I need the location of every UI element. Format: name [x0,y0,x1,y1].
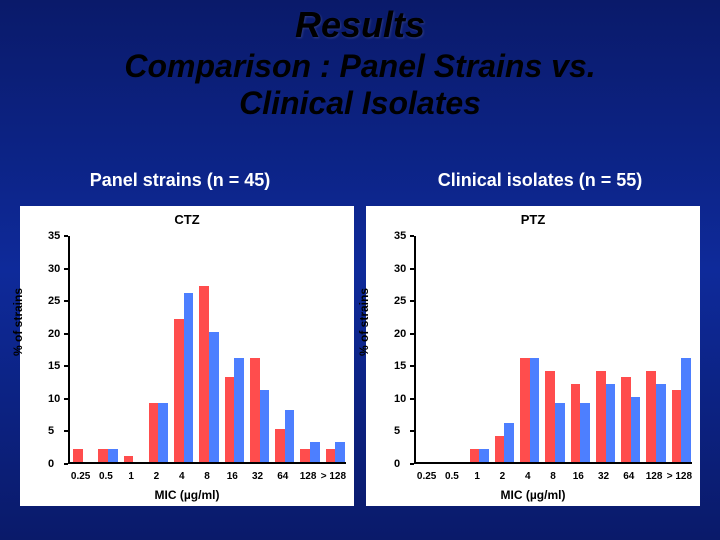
bar [504,423,514,462]
bar [108,449,118,462]
ptz-xlabel: MIC (µg/ml) [366,488,700,502]
xtick-label: 16 [573,471,584,482]
ptz-chart-title: PTZ [366,206,700,227]
bar [199,286,209,462]
xtick-label: 2 [500,471,506,482]
ptz-ylabel: % of strains [357,288,371,356]
bar [571,384,581,462]
comparison-heading: Comparison : Panel Strains vs. Clinical … [0,48,720,122]
bar [174,319,184,462]
bar [681,358,691,462]
xtick-label: 0.5 [445,471,459,482]
ytick-label: 15 [48,360,60,372]
bar [580,403,590,462]
ytick-label: 25 [394,295,406,307]
left-subtitle: Panel strains (n = 45) [0,170,360,191]
xtick-label: 32 [598,471,609,482]
xtick-label: 16 [227,471,238,482]
ytick-label: 0 [394,458,400,470]
ytick-label: 10 [48,393,60,405]
ytick-label: 20 [394,328,406,340]
right-subtitle: Clinical isolates (n = 55) [360,170,720,191]
ctz-chart-title: CTZ [20,206,354,227]
ytick-label: 35 [394,230,406,242]
bar [275,429,285,462]
subtitles-row: Panel strains (n = 45) Clinical isolates… [0,170,720,191]
ctz-chart: CTZ % of strains MIC (µg/ml) 05101520253… [20,206,354,506]
ctz-plot [68,236,346,464]
xtick-label: 64 [277,471,288,482]
xtick-label: 0.5 [99,471,113,482]
bar [300,449,310,462]
bar [285,410,295,462]
bar [326,449,336,462]
bar [335,442,345,462]
bar [149,403,159,462]
bar [260,390,270,462]
bar [495,436,505,462]
charts-row: CTZ % of strains MIC (µg/ml) 05101520253… [20,206,700,506]
xtick-label: 2 [154,471,160,482]
bar [631,397,641,462]
ytick-label: 25 [48,295,60,307]
bar [124,456,134,463]
bar [520,358,530,462]
ytick-label: 30 [48,263,60,275]
bar [656,384,666,462]
ytick-label: 10 [394,393,406,405]
xtick-label: 4 [179,471,185,482]
ytick-label: 15 [394,360,406,372]
bar [73,449,83,462]
ptz-plot [414,236,692,464]
xtick-label: > 128 [667,471,692,482]
ctz-xlabel: MIC (µg/ml) [20,488,354,502]
xtick-label: 8 [550,471,556,482]
xtick-label: > 128 [321,471,346,482]
slide: Results Comparison : Panel Strains vs. C… [0,0,720,540]
ytick-label: 5 [48,425,54,437]
bar [225,377,235,462]
xtick-label: 128 [646,471,663,482]
bar [98,449,108,462]
bar [530,358,540,462]
bar [545,371,555,462]
bar [310,442,320,462]
bar [184,293,194,462]
bar [470,449,480,462]
xtick-label: 4 [525,471,531,482]
bar [479,449,489,462]
results-heading: Results [0,0,720,46]
ytick-label: 0 [48,458,54,470]
xtick-label: 0.25 [71,471,90,482]
xtick-label: 1 [474,471,480,482]
ctz-ylabel: % of strains [11,288,25,356]
ptz-chart: PTZ % of strains MIC (µg/ml) 05101520253… [366,206,700,506]
bar [606,384,616,462]
bar [672,390,682,462]
bar [250,358,260,462]
bar [209,332,219,462]
xtick-label: 0.25 [417,471,436,482]
bar [158,403,168,462]
ytick-label: 20 [48,328,60,340]
xtick-label: 128 [300,471,317,482]
xtick-label: 1 [128,471,134,482]
ytick-label: 35 [48,230,60,242]
bar [555,403,565,462]
bar [234,358,244,462]
bar [646,371,656,462]
ytick-label: 30 [394,263,406,275]
bar [596,371,606,462]
xtick-label: 64 [623,471,634,482]
xtick-label: 8 [204,471,210,482]
xtick-label: 32 [252,471,263,482]
ytick-label: 5 [394,425,400,437]
bar [621,377,631,462]
